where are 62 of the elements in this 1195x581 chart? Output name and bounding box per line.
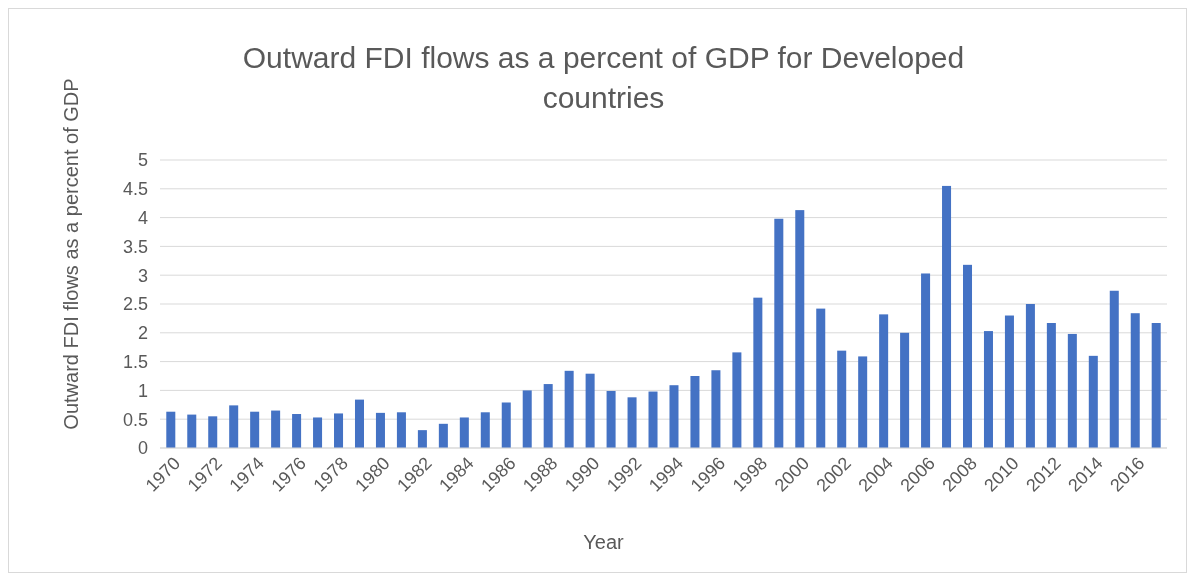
y-axis-title: Outward FDI flows as a percent of GDP [60,78,82,430]
bar [313,417,323,448]
bar [1067,333,1077,448]
bar [250,411,260,448]
bar [753,297,763,448]
bar [837,350,847,448]
bar [334,413,344,448]
bar [606,390,616,448]
bar [983,331,993,448]
bar [271,410,281,448]
bar [1025,304,1035,448]
bar [858,356,868,448]
bar [1130,313,1140,448]
y-tick-label: 1 [137,380,148,401]
bar [459,417,469,448]
bar [816,308,826,448]
bar [208,416,218,448]
y-tick-label: 2.5 [122,294,148,315]
y-tick-label: 2 [137,323,148,344]
bar [354,399,364,448]
bar [417,430,427,448]
y-tick-label: 3.5 [122,236,148,257]
bar [711,370,721,448]
bar [438,423,448,448]
bar [585,373,595,448]
bar [963,264,973,448]
bar [648,391,658,448]
bar [669,385,679,448]
chart-title: Outward FDI flows as a percent of GDP for Developed countries [242,41,965,114]
y-tick-label: 0 [137,438,148,459]
y-tick-label: 3 [137,265,148,286]
bar [292,414,302,448]
bar [229,405,239,448]
bar [187,414,197,448]
bar [1109,290,1119,448]
y-tick-label: 5 [137,150,148,171]
bar [900,332,910,448]
bar [774,218,784,448]
x-axis-title: Year [583,531,625,553]
bar [501,402,511,448]
bar [921,273,931,448]
bar [732,352,742,448]
bar [543,384,553,448]
bar [375,412,385,448]
bar [1004,315,1014,448]
bar [396,412,406,448]
y-tick-label: 4 [137,207,148,228]
bar [1088,355,1098,448]
bar [942,185,952,448]
bar [1151,323,1161,448]
y-tick-label: 1.5 [122,351,148,372]
bar [795,210,805,448]
y-tick-label: 4.5 [122,179,148,200]
bar [690,376,700,448]
bar [1046,323,1056,448]
bar [522,390,532,448]
bar [627,397,637,448]
bar [480,412,490,448]
bar [166,411,176,448]
bar [564,370,574,448]
bar [879,314,889,448]
y-tick-label: 0.5 [122,409,148,430]
